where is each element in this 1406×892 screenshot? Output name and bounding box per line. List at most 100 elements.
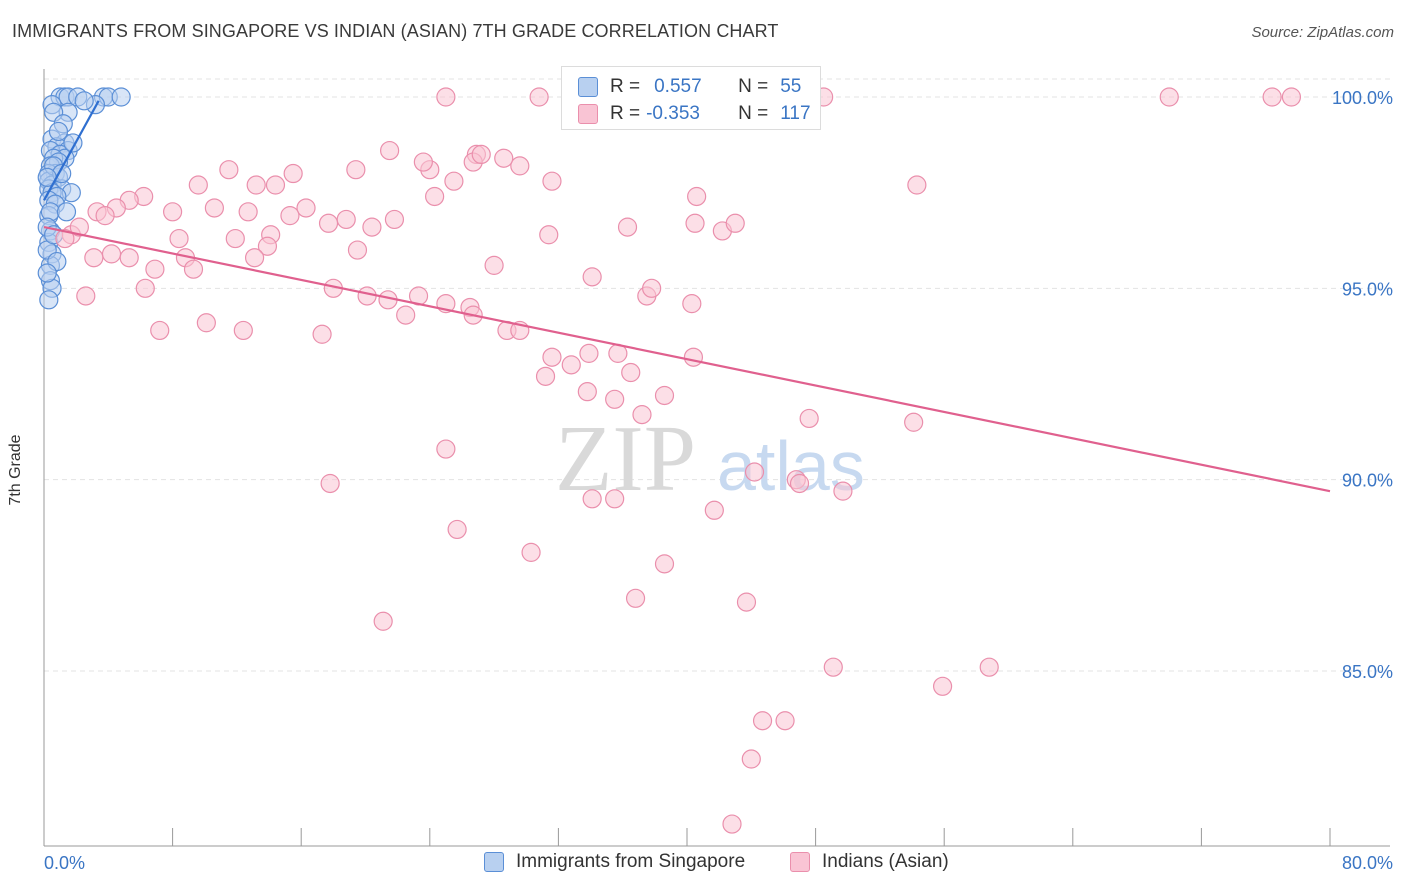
data-point [101, 244, 122, 264]
data-point [150, 320, 170, 341]
data-point [535, 366, 556, 386]
data-point [799, 408, 819, 429]
data-point [56, 202, 77, 222]
watermark-zip: ZIP [555, 407, 696, 511]
series-legend: Immigrants from Singapore Indians (Asian… [0, 851, 1406, 877]
data-point [37, 263, 57, 283]
data-point [775, 711, 795, 731]
data-point [347, 240, 368, 260]
data-point [642, 278, 662, 298]
data-point [932, 676, 953, 696]
trend-line-indian [43, 226, 1331, 493]
data-point [744, 462, 765, 482]
data-point [74, 91, 94, 111]
data-point [484, 255, 504, 275]
data-point [904, 412, 924, 432]
data-point [346, 160, 366, 180]
data-point [1262, 87, 1282, 107]
legend-label-indian: Indians (Asian) [822, 851, 949, 872]
data-point [752, 711, 773, 731]
data-point [244, 248, 265, 268]
data-point [539, 225, 559, 245]
data-point [336, 209, 356, 230]
trend-line-singapore [43, 100, 100, 201]
y-tick-label: 90.0% [1342, 471, 1393, 491]
legend-item-singapore[interactable]: Immigrants from Singapore [484, 851, 745, 873]
data-point [542, 171, 562, 191]
y-axis-label: 7th Grade [7, 434, 24, 506]
legend-n-value-singapore: 55 [780, 76, 802, 97]
data-point [111, 87, 131, 107]
legend-item-indian[interactable]: Indians (Asian) [790, 851, 949, 873]
data-point [605, 489, 625, 509]
data-point [373, 611, 393, 631]
data-point [396, 305, 416, 325]
data-point [219, 160, 239, 180]
data-point [605, 389, 625, 409]
watermark: ZIP atlas [555, 407, 865, 511]
data-point [188, 175, 208, 195]
data-point [380, 140, 400, 161]
data-point [320, 473, 340, 494]
data-point [529, 87, 549, 107]
data-point [69, 217, 89, 237]
data-point [444, 171, 464, 191]
legend-r-label: R = [610, 76, 641, 97]
data-point [683, 347, 704, 367]
chart-title: IMMIGRANTS FROM SINGAPORE VS INDIAN (ASI… [12, 21, 779, 41]
legend-swatch-indian [790, 852, 810, 872]
data-point [196, 313, 216, 333]
legend-r-value-singapore: 0.557 [654, 76, 702, 97]
data-point [685, 213, 705, 233]
x-tick-label-max: 80.0% [1342, 853, 1393, 873]
data-point [907, 175, 927, 195]
data-point [510, 156, 530, 176]
data-point [233, 320, 253, 341]
data-point [1159, 87, 1179, 107]
data-point [582, 267, 602, 287]
data-point [579, 343, 599, 363]
data-point [246, 175, 266, 195]
data-point [280, 206, 300, 226]
data-point [384, 209, 405, 230]
data-point [1281, 87, 1302, 107]
data-point [48, 121, 69, 142]
legend-swatch-singapore [484, 852, 504, 872]
data-point [283, 163, 303, 184]
data-point [789, 473, 810, 494]
legend-n-label: N = [738, 103, 769, 124]
legend-n-label: N = [738, 76, 769, 97]
data-point [436, 439, 456, 459]
data-point [257, 236, 278, 256]
data-point [654, 385, 675, 406]
data-point [312, 324, 332, 344]
data-point [296, 198, 316, 218]
data-point [238, 202, 258, 222]
data-point [654, 554, 675, 574]
data-point [119, 248, 139, 268]
legend-swatch-indian [578, 104, 598, 124]
data-point [169, 228, 189, 249]
data-point [183, 259, 204, 279]
data-point [823, 657, 843, 677]
legend-row-indian: R = -0.353 N = 117 [578, 102, 811, 126]
data-point [521, 542, 541, 562]
data-point [979, 657, 999, 677]
data-point [687, 186, 707, 207]
data-point [722, 814, 742, 834]
data-point [362, 217, 382, 237]
correlation-legend: R = 0.557 N = 55 R = -0.353 N = 117 [561, 66, 821, 130]
data-point [704, 500, 724, 520]
data-point [725, 213, 745, 233]
data-point [494, 148, 514, 168]
data-point [682, 294, 702, 314]
data-point [425, 186, 445, 207]
data-point [617, 217, 638, 237]
legend-n-value-indian: 117 [780, 103, 811, 124]
tick-labels: 85.0% 90.0% 95.0% 100.0% 0.0% 80.0% [44, 88, 1393, 873]
data-point [561, 355, 581, 375]
data-point [39, 290, 59, 310]
data-point [145, 259, 165, 279]
data-point [95, 206, 115, 226]
data-point [436, 87, 456, 107]
